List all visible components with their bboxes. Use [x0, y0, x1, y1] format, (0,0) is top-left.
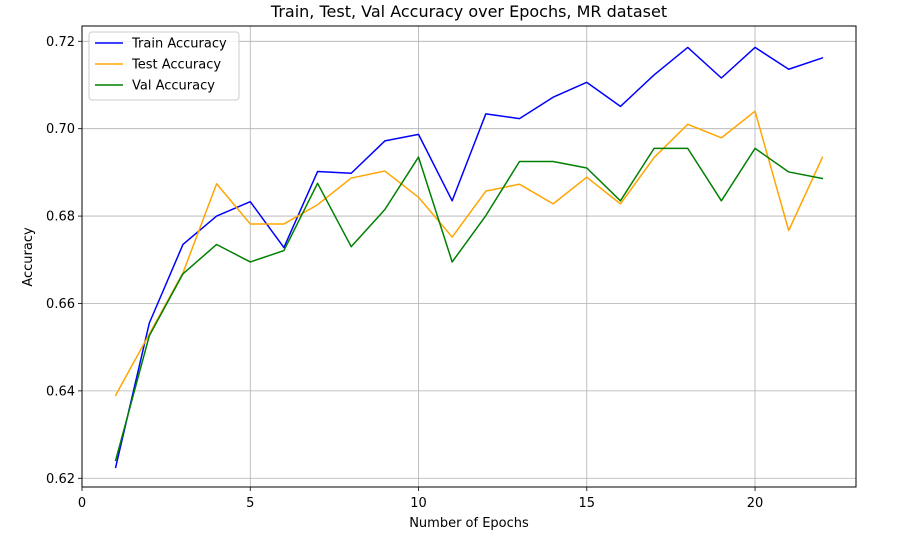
axis-ticks: 0 5 10 15 20 0.62 0.64 0.66 0.68 0.70 0.72	[46, 35, 763, 511]
y-tick-label: 0.72	[46, 35, 75, 50]
y-tick-label: 0.66	[46, 297, 75, 312]
x-tick-label: 0	[78, 496, 86, 511]
chart-title: Train, Test, Val Accuracy over Epochs, M…	[270, 2, 667, 21]
y-tick-label: 0.64	[46, 384, 75, 399]
y-tick-label: 0.62	[46, 472, 75, 487]
x-tick-label: 10	[410, 496, 427, 511]
legend-label: Val Accuracy	[132, 79, 215, 94]
y-axis-label: Accuracy	[21, 227, 36, 287]
x-axis-label: Number of Epochs	[409, 516, 529, 531]
series-line-val-accuracy	[114, 147, 824, 462]
plot-frame	[81, 25, 857, 488]
series-lines	[114, 46, 824, 469]
y-tick-label: 0.68	[46, 210, 75, 225]
x-tick-label: 20	[747, 496, 764, 511]
legend: Train Accuracy Test Accuracy Val Accuracy	[88, 31, 240, 101]
y-tick-label: 0.70	[46, 122, 75, 137]
legend-label: Train Accuracy	[131, 37, 227, 52]
legend-box	[88, 31, 240, 101]
series-line-test-accuracy	[114, 110, 824, 397]
x-tick-label: 5	[246, 496, 254, 511]
series-line-train-accuracy	[114, 46, 824, 469]
x-tick-label: 15	[579, 496, 596, 511]
legend-label: Test Accuracy	[131, 58, 221, 73]
